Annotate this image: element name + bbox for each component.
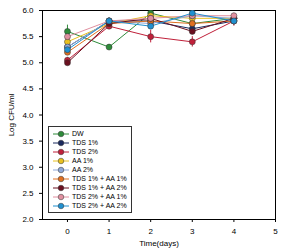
html-text:DW: DW: [72, 130, 84, 137]
svg-text:4.0: 4.0: [22, 111, 34, 120]
svg-text:2: 2: [148, 227, 153, 236]
html-text:AA 1%: AA 1%: [72, 157, 93, 164]
svg-text:2.0: 2.0: [22, 215, 34, 224]
svg-text:5: 5: [273, 227, 278, 236]
svg-text:Log CFU/ml: Log CFU/ml: [7, 93, 16, 136]
svg-text:4: 4: [232, 227, 237, 236]
html-text:TDS 2% + AA 1%: TDS 2% + AA 1%: [72, 193, 127, 200]
html-text:TDS 1%: TDS 1%: [72, 139, 99, 146]
svg-text:Time(days): Time(days): [139, 239, 179, 248]
html-text:TDS 2%: TDS 2%: [72, 148, 99, 155]
html-text:TDS 1% + AA 1%: TDS 1% + AA 1%: [72, 175, 127, 182]
svg-text:6.0: 6.0: [22, 6, 34, 15]
svg-text:4.5: 4.5: [22, 84, 34, 93]
svg-text:1: 1: [107, 227, 112, 236]
svg-text:0: 0: [65, 227, 70, 236]
html-text:AA 2%: AA 2%: [72, 166, 93, 173]
svg-text:3.0: 3.0: [22, 163, 34, 172]
html-text:TDS 1% + AA 2%: TDS 1% + AA 2%: [72, 184, 127, 191]
svg-text:5.0: 5.0: [22, 58, 34, 67]
svg-text:3.5: 3.5: [22, 137, 34, 146]
svg-text:2.5: 2.5: [22, 189, 34, 198]
svg-text:5.5: 5.5: [22, 32, 34, 41]
svg-text:3: 3: [190, 227, 195, 236]
html-text:TDS 2% + AA 2%: TDS 2% + AA 2%: [72, 202, 127, 209]
